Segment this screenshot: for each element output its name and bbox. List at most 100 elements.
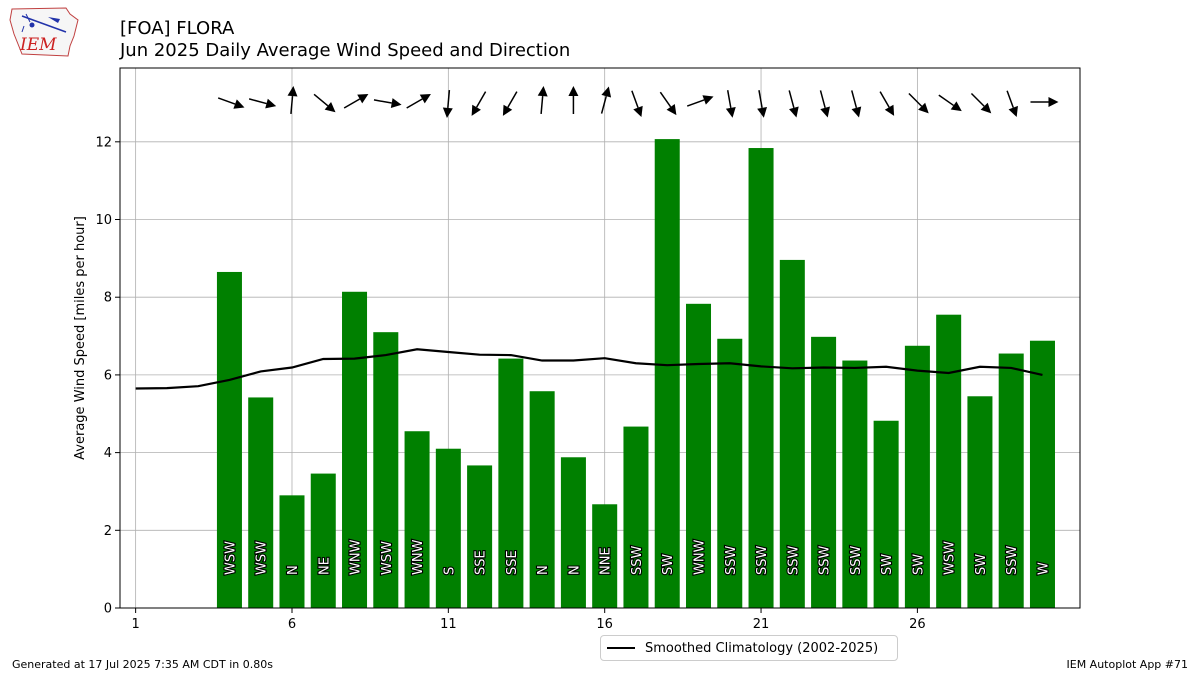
direction-label: S [442,567,457,575]
wind-arrow-head [820,106,830,118]
chart-title: [FOA] FLORA [120,18,235,39]
bar [1029,340,1055,608]
plot-frame [119,67,1081,609]
wind-arrow-head [419,94,431,104]
bar [373,332,399,608]
direction-label: NNE [599,547,614,575]
wind-arrow-head [851,106,862,118]
wind-arrow-head [757,107,768,118]
iem-logo: IEM [8,6,80,58]
bar [623,426,649,608]
direction-label: SW [974,554,989,575]
direction-label: SSW [630,545,645,575]
x-tick-label: 6 [288,617,296,632]
wind-arrow-shaft [507,91,518,108]
wind-arrow-shaft [938,94,955,107]
wind-arrow-head [950,101,962,112]
wind-arrow-shaft [313,93,329,107]
svg-text:IEM: IEM [19,35,57,55]
bar [811,336,837,608]
wind-arrow-head [265,98,277,109]
bar [592,504,618,608]
bar [967,396,993,608]
direction-label: SW [661,554,676,575]
wind-arrow-head [568,86,579,96]
legend-line-swatch [607,647,635,649]
bar [748,148,774,608]
x-tick-label: 11 [440,617,457,632]
y-tick-label: 4 [104,446,112,461]
wind-arrow-shaft [788,90,795,108]
bar [842,360,868,608]
wind-arrow-head [324,102,336,113]
y-axis-label: Average Wind Speed [miles per hour] [73,216,88,460]
y-tick-label: 8 [104,291,112,306]
bar [717,338,743,608]
bar [560,457,586,608]
direction-label: SW [880,554,895,575]
direction-label: N [567,565,582,575]
wind-arrow-shaft [343,98,361,109]
bar [685,303,712,608]
wind-arrow-head [884,104,895,116]
direction-label: WSW [380,541,395,575]
wind-arrow-shaft [600,96,607,114]
wind-arrow-shaft [970,92,985,107]
direction-label: SSW [849,545,864,575]
climatology-line [135,348,1043,390]
bar [310,473,336,608]
direction-label: N [286,565,301,575]
wind-arrow-shaft [819,90,826,108]
direction-label: WSW [943,541,958,575]
wind-arrow-head [233,99,245,109]
wind-arrow-head [789,106,799,118]
x-tick-label: 16 [596,617,613,632]
wind-arrow-shaft [373,99,392,104]
direction-label: N [536,565,551,575]
wind-arrow-head [357,94,369,104]
wind-arrow-shaft [879,91,890,108]
wind-arrow-shaft [851,90,858,108]
direction-label: SSE [474,550,489,575]
direction-label: SW [911,554,926,575]
wind-arrow-shaft [758,90,763,109]
bar [873,420,899,608]
chart-subtitle: Jun 2025 Daily Average Wind Speed and Di… [120,40,571,61]
bar [404,431,430,608]
wind-arrow-head [287,86,298,97]
direction-label: SSE [505,550,520,575]
generated-timestamp: Generated at 17 Jul 2025 7:35 AM CDT in … [12,658,273,671]
wind-arrow-head [725,107,736,118]
x-tick-label: 26 [909,617,926,632]
bar [216,271,242,608]
wind-arrow-head [702,95,714,105]
wind-arrow-head [980,102,992,114]
wind-arrow-head [537,86,548,97]
y-tick-label: 10 [95,213,112,228]
direction-label: SSW [1005,545,1020,575]
y-tick-label: 2 [104,524,112,539]
direction-label: SSW [786,545,801,575]
x-tick-label: 21 [753,617,770,632]
bar [904,345,930,608]
wind-arrow-shaft [631,90,639,108]
bar [435,448,461,608]
bar [529,391,555,608]
wind-arrow-shaft [248,98,267,105]
direction-label: WNW [349,539,364,575]
y-tick-label: 12 [95,135,112,150]
direction-label: WSW [255,541,270,575]
bar [498,358,524,608]
wind-arrow-shaft [447,89,451,109]
wind-arrow-head [918,102,929,114]
x-tick-label: 1 [131,617,139,632]
bar [279,495,305,608]
wind-arrow-shaft [540,95,544,115]
bar [248,397,274,608]
y-tick-label: 6 [104,368,112,383]
direction-label: WNW [411,539,426,575]
direction-label: SSW [755,545,770,575]
wind-arrow-shaft [659,91,672,108]
bar [779,259,805,608]
